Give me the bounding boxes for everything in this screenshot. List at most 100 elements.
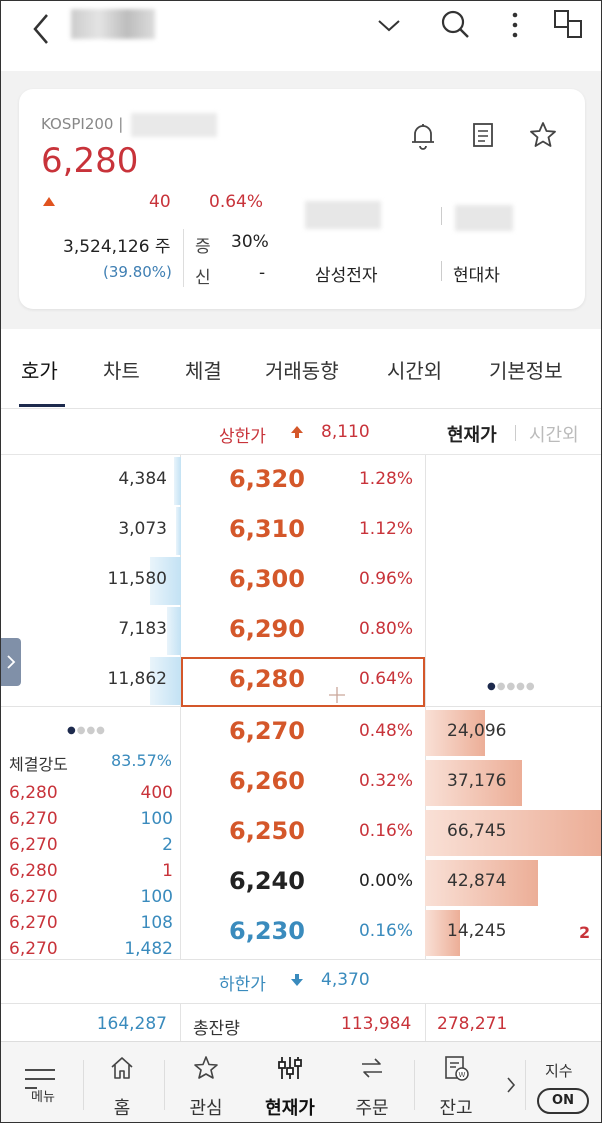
active-tab-indicator [19, 404, 65, 407]
price-cell[interactable]: 6,310 1.12% [181, 505, 425, 555]
bell-icon[interactable] [407, 119, 439, 151]
execution-row: 6,270 100 [9, 887, 173, 913]
menu-button[interactable]: 메뉴 [7, 1042, 81, 1122]
ask-row[interactable]: 7,183 6,290 0.80% [1, 605, 601, 655]
tab-execution[interactable]: 체결 [185, 359, 222, 383]
bid-pct: 0.48% [358, 721, 413, 741]
bid-row[interactable]: 6,240 0.00% 42,874 [1, 857, 601, 907]
bottom-nav: 메뉴 홈 관심 현재가 주문 W 잔고 지수 ON [1, 1041, 601, 1122]
related-1-redacted [305, 201, 381, 229]
tab-trading-trend[interactable]: 거래동향 [265, 359, 339, 383]
view-after-hours[interactable]: 시간외 [529, 425, 579, 446]
chevron-down-icon[interactable] [371, 7, 407, 43]
tab-chart[interactable]: 차트 [103, 359, 140, 383]
stock-title-redacted [71, 9, 155, 39]
chevron-right-icon[interactable] [505, 1076, 517, 1094]
ask-qty-bar [150, 657, 181, 705]
price-cell[interactable]: 6,280 0.64% [181, 655, 425, 705]
price-cell[interactable]: 6,240 0.00% [181, 857, 425, 907]
bid-qty-bar [425, 760, 522, 806]
bid-row[interactable]: 6,250 0.16% 66,745 [1, 807, 601, 857]
star-icon[interactable] [527, 119, 559, 151]
market-label: KOSPI200 | [41, 115, 124, 133]
ask-qty: 3,073 [118, 519, 167, 539]
ask-pct: 0.64% [358, 669, 413, 689]
nav-balance[interactable]: W 잔고 [415, 1042, 497, 1122]
ask-qty: 11,862 [107, 669, 167, 689]
price-cell[interactable]: 6,250 0.16% [181, 807, 425, 857]
execution-qty: 2 [162, 835, 173, 855]
bid-pct: 0.16% [358, 821, 413, 841]
divider [83, 1060, 84, 1110]
view-current-price[interactable]: 현재가 [447, 425, 497, 446]
strength-label: 체결강도 [9, 755, 68, 774]
ask-row[interactable]: 3,073 6,310 1.12% [1, 505, 601, 555]
bid-qty-bar [425, 910, 460, 956]
ask-price: 6,300 [229, 565, 305, 593]
ask-price: 6,290 [229, 615, 305, 643]
nav-label: 홈 [113, 1098, 131, 1119]
price-cell[interactable]: 6,270 0.48% [181, 707, 425, 757]
execution-qty: 1 [162, 861, 173, 881]
memo-icon[interactable] [467, 119, 499, 151]
nav-watchlist[interactable]: 관심 [165, 1042, 247, 1122]
bid-row[interactable]: 6,270 0.48% 24,096 [1, 707, 601, 757]
nav-current-price[interactable]: 현재가 [249, 1042, 331, 1122]
multi-window-icon[interactable] [551, 7, 587, 43]
price-cell[interactable]: 6,290 0.80% [181, 605, 425, 655]
execution-row: 6,270 1,482 [9, 939, 173, 965]
ask-row[interactable]: 11,862 6,280 0.64% [1, 655, 601, 705]
ask-price: 6,280 [229, 665, 305, 693]
execution-qty: 108 [140, 913, 173, 933]
current-price-highlight [181, 657, 425, 707]
execution-price: 6,280 [9, 861, 58, 881]
divider [441, 207, 442, 225]
credit-label: 신 [195, 268, 211, 288]
nav-label: 현재가 [265, 1098, 315, 1119]
price-cell[interactable]: 6,260 0.32% [181, 757, 425, 807]
execution-row: 6,270 2 [9, 835, 173, 861]
ask-qty-bar [150, 557, 181, 605]
nav-label: 주문 [355, 1098, 389, 1119]
bid-qty-bar [425, 810, 601, 856]
price-cell[interactable]: 6,300 0.96% [181, 555, 425, 605]
execution-qty: 1,482 [124, 939, 173, 959]
price-cell[interactable]: 6,230 0.16% [181, 907, 425, 957]
execution-price: 6,270 [9, 809, 58, 829]
side-panel-handle[interactable] [1, 638, 21, 686]
bid-qty: 24,096 [447, 721, 507, 741]
ask-row[interactable]: 11,580 6,300 0.96% [1, 555, 601, 605]
upper-limit-value: 8,110 [321, 422, 370, 442]
bid-row[interactable]: 6,230 0.16% 14,245 [1, 907, 601, 957]
arrow-up-icon [291, 426, 303, 438]
related-stock-1[interactable]: 삼성전자 [315, 266, 378, 286]
nav-order[interactable]: 주문 [331, 1042, 413, 1122]
more-vertical-icon[interactable] [497, 7, 533, 43]
ask-row[interactable]: 4,384 6,320 1.28% [1, 455, 601, 505]
nav-home[interactable]: 홈 [83, 1042, 161, 1122]
tab-orderbook[interactable]: 호가 [21, 359, 58, 383]
index-toggle[interactable]: ON [537, 1088, 589, 1114]
ask-price: 6,320 [229, 465, 305, 493]
top-bar [1, 1, 601, 71]
execution-price: 6,270 [9, 835, 58, 855]
bid-row[interactable]: 6,260 0.32% 37,176 [1, 757, 601, 807]
svg-text:W: W [459, 1071, 466, 1079]
stock-code-redacted [131, 113, 217, 137]
arrow-down-icon [291, 974, 303, 986]
price-cell[interactable]: 6,320 1.28% [181, 455, 425, 505]
divider [1, 959, 601, 960]
bid-price: 6,250 [229, 817, 305, 845]
credit-value: - [259, 263, 266, 283]
back-icon[interactable] [27, 9, 57, 49]
tab-after-hours[interactable]: 시간외 [387, 359, 443, 383]
total-bid-after: 278,271 [437, 1014, 508, 1034]
bid-extra: 2 [579, 923, 591, 942]
execution-qty: 100 [140, 809, 173, 829]
related-stock-2[interactable]: 현대차 [453, 266, 500, 286]
bid-pct: 0.00% [358, 871, 413, 891]
search-icon[interactable] [437, 7, 473, 43]
tab-basic-info[interactable]: 기본정보 [489, 359, 563, 383]
balance-icon: W [445, 1056, 469, 1081]
